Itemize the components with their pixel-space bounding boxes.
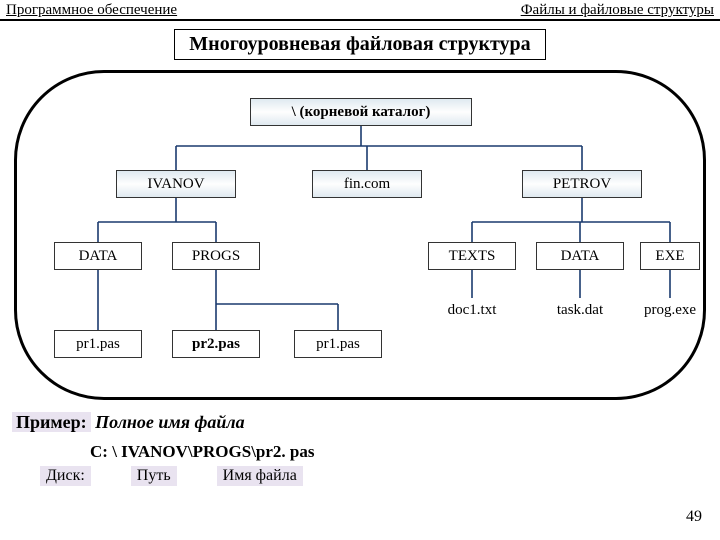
example-line: Пример: Полное имя файла (12, 412, 245, 433)
header-right: Файлы и файловые структуры (521, 2, 714, 19)
node-doc1: doc1.txt (428, 298, 516, 322)
label-disk: Диск: (40, 466, 91, 486)
node-task: task.dat (536, 298, 624, 322)
node-root: \ (корневой каталог) (250, 98, 472, 126)
example-caption: Полное имя файла (95, 412, 245, 432)
page-title: Многоуровневая файловая структура (174, 29, 545, 60)
path-part-labels: Диск: Путь Имя файла (40, 466, 339, 486)
node-pr1a: pr1.pas (54, 330, 142, 358)
node-pr2: pr2.pas (172, 330, 260, 358)
node-exe: EXE (640, 242, 700, 270)
node-fin: fin.com (312, 170, 422, 198)
node-ivanov: IVANOV (116, 170, 236, 198)
node-data1: DATA (54, 242, 142, 270)
label-route: Путь (131, 466, 177, 486)
example-path: C: \ IVANOV\PROGS\pr2. pas (90, 442, 315, 462)
node-pr1b: pr1.pas (294, 330, 382, 358)
node-texts: TEXTS (428, 242, 516, 270)
node-petrov: PETROV (522, 170, 642, 198)
header-left: Программное обеспечение (6, 2, 177, 19)
label-fname: Имя файла (217, 466, 303, 486)
node-progs: PROGS (172, 242, 260, 270)
node-prog: prog.exe (632, 298, 708, 322)
example-label: Пример: (12, 412, 91, 432)
node-data2: DATA (536, 242, 624, 270)
page-number: 49 (686, 508, 702, 526)
